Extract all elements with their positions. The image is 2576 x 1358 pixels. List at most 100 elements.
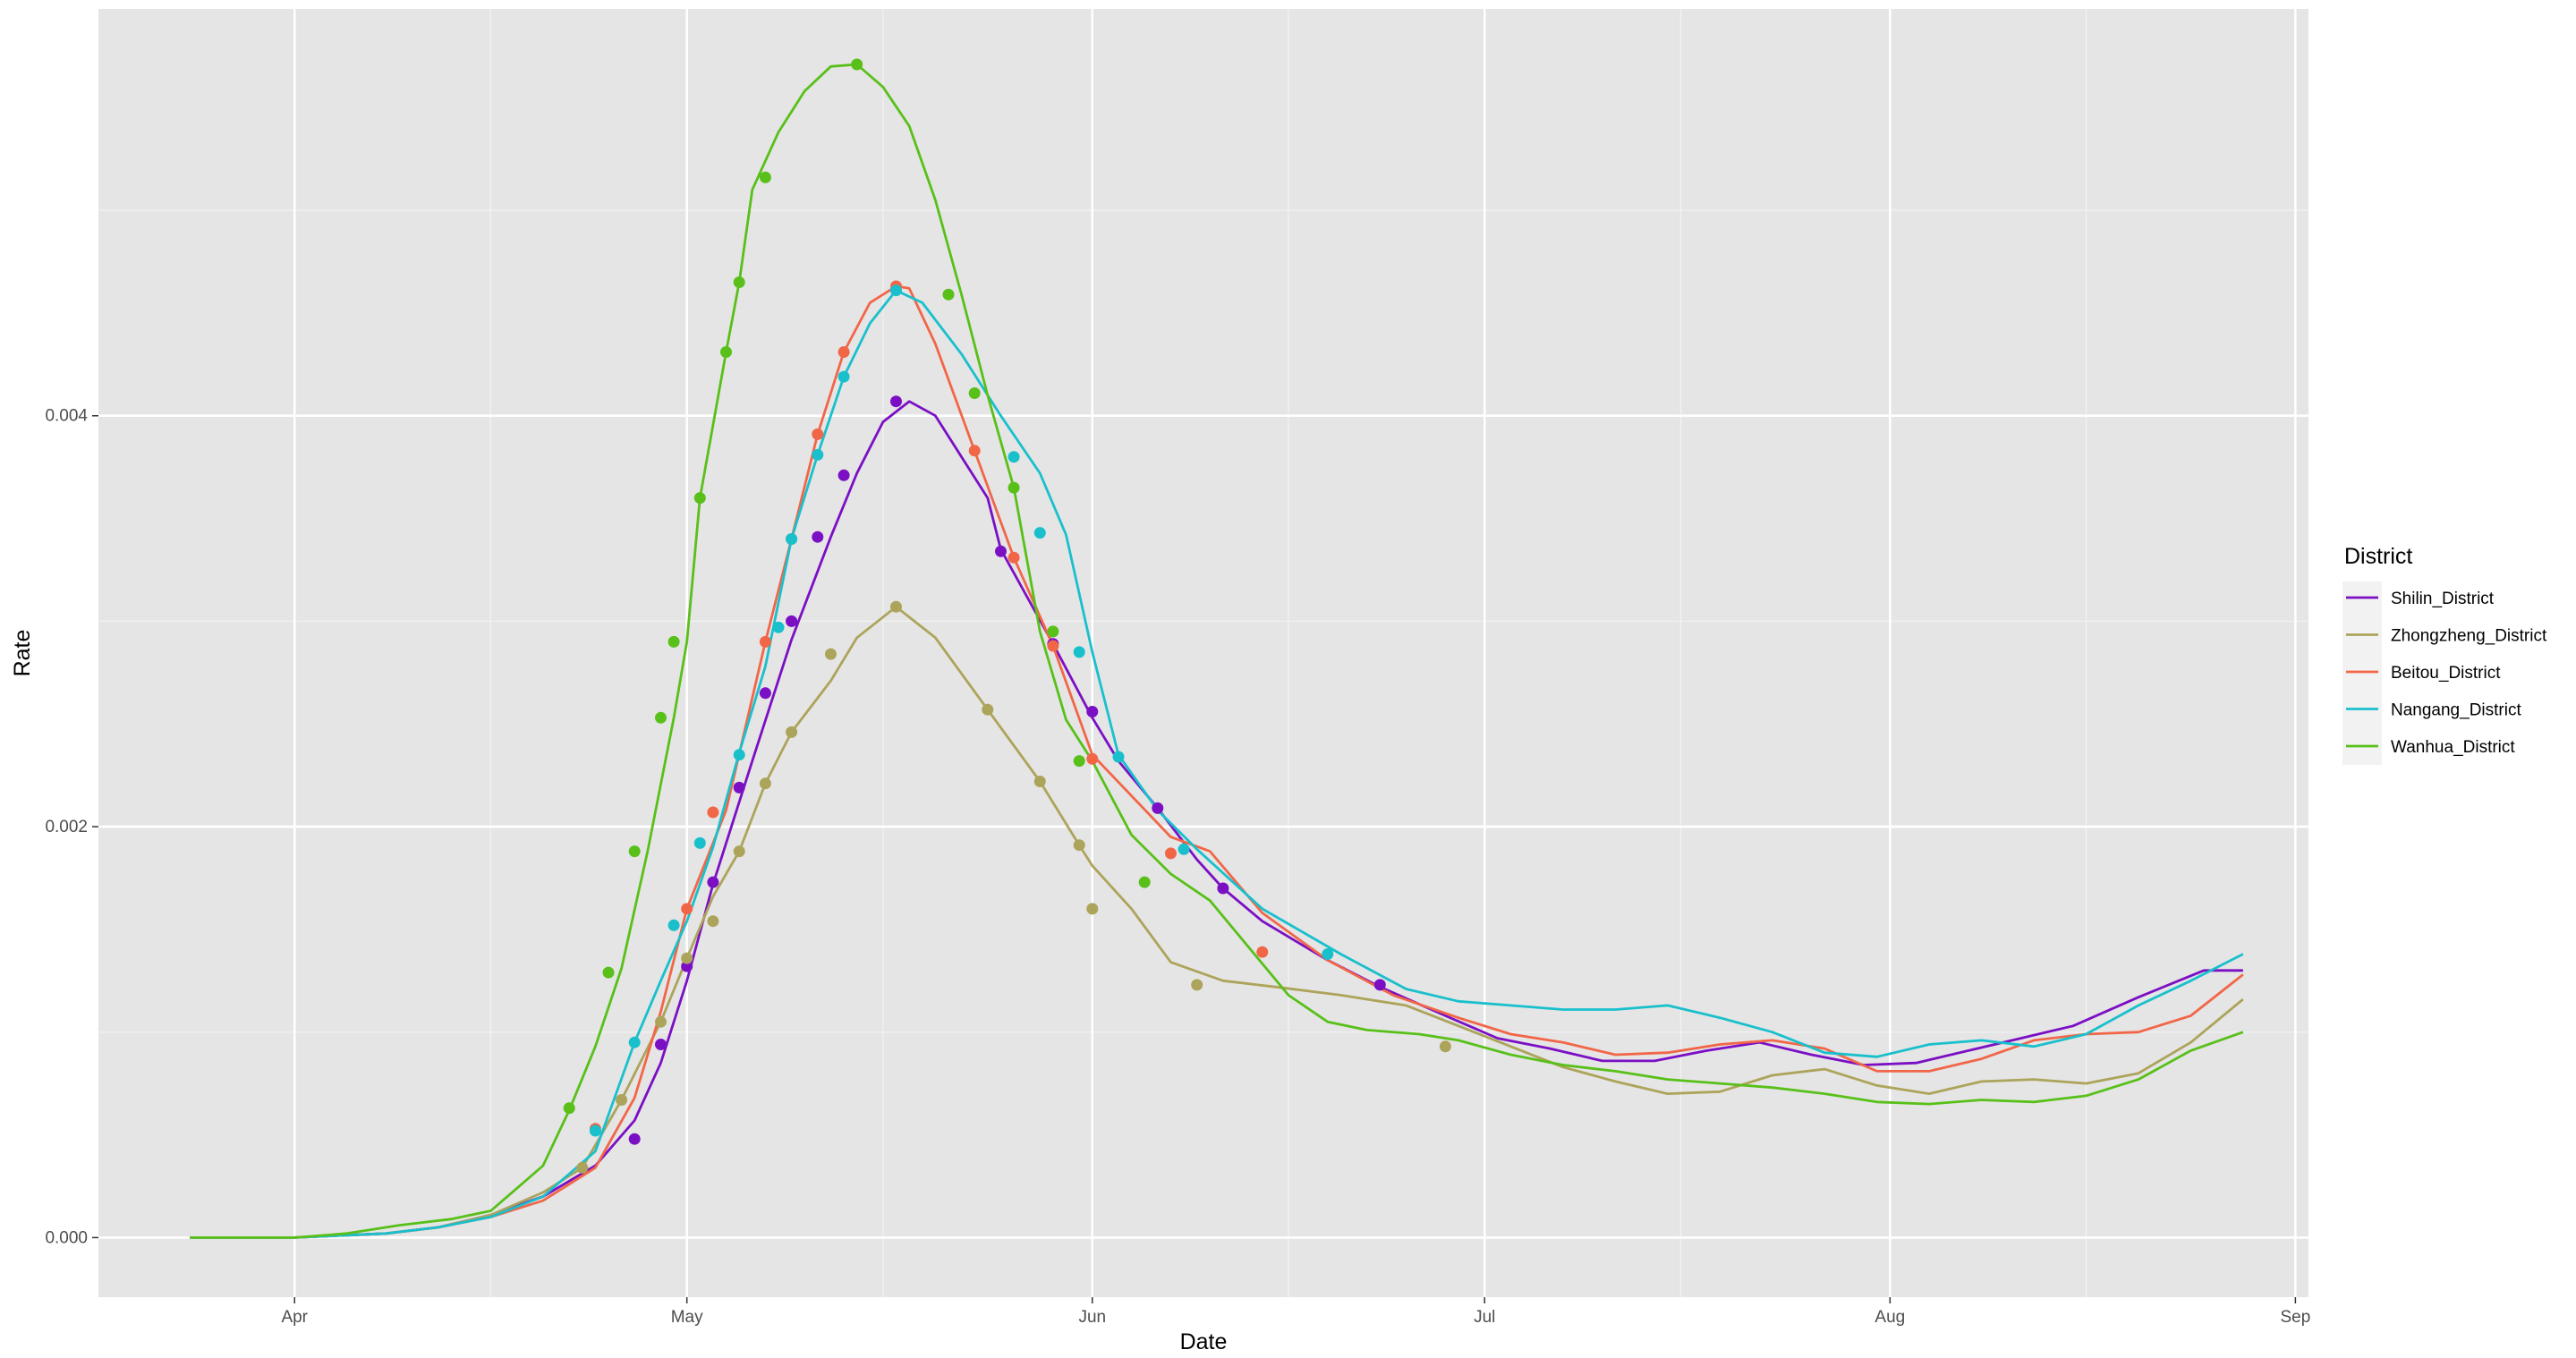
data-point-Nangang_District: [1322, 948, 1334, 960]
series-line-Zhongzheng_District: [190, 605, 2244, 1239]
data-point-Wanhua_District: [693, 492, 706, 505]
legend-label-Zhongzheng_District: Zhongzheng_District: [2391, 627, 2547, 646]
data-point-Shilin_District: [837, 469, 850, 481]
data-point-Zhongzheng_District: [982, 703, 994, 716]
x-tick-label: Jul: [1474, 1308, 1495, 1327]
data-point-Shilin_District: [786, 615, 798, 627]
data-point-Shilin_District: [890, 395, 902, 408]
data-point-Shilin_District: [759, 687, 771, 700]
data-point-Shilin_District: [1152, 802, 1164, 814]
data-point-Nangang_District: [772, 621, 785, 633]
data-point-Zhongzheng_District: [1439, 1040, 1451, 1053]
data-point-Wanhua_District: [968, 387, 981, 399]
data-point-Beitou_District: [681, 903, 693, 915]
data-point-Shilin_District: [628, 1133, 641, 1145]
data-point-Beitou_District: [1256, 946, 1269, 958]
x-tick-label: Apr: [281, 1308, 308, 1327]
data-point-Shilin_District: [707, 876, 719, 888]
y-tick-label: 0.002: [45, 818, 88, 836]
data-point-Wanhua_District: [759, 171, 771, 183]
series-markers: [563, 58, 1451, 1174]
data-point-Nangang_District: [786, 533, 798, 545]
data-point-Zhongzheng_District: [1033, 776, 1046, 787]
data-point-Nangang_District: [1073, 646, 1085, 658]
y-axis-title: Rate: [10, 630, 35, 677]
legend-title: District: [2344, 544, 2412, 569]
data-point-Nangang_District: [589, 1125, 601, 1137]
data-point-Zhongzheng_District: [655, 1015, 667, 1028]
data-point-Shilin_District: [1086, 706, 1099, 717]
data-point-Beitou_District: [1165, 847, 1177, 860]
y-tick-label: 0.000: [45, 1228, 88, 1247]
data-point-Nangang_District: [693, 836, 706, 849]
series-line-Shilin_District: [190, 400, 2243, 1239]
x-axis-title: Date: [1180, 1329, 1228, 1354]
data-point-Zhongzheng_District: [733, 845, 745, 858]
data-point-Wanhua_District: [628, 845, 641, 858]
data-point-Zhongzheng_District: [890, 600, 902, 613]
data-point-Beitou_District: [1086, 752, 1099, 765]
y-tick-label: 0.004: [45, 407, 88, 426]
data-point-Nangang_District: [628, 1036, 641, 1048]
data-point-Zhongzheng_District: [707, 915, 719, 928]
legend-key-background: [2342, 581, 2382, 765]
data-point-Zhongzheng_District: [825, 648, 837, 660]
legend-label-Shilin_District: Shilin_District: [2391, 590, 2495, 608]
data-point-Nangang_District: [733, 749, 745, 761]
data-point-Zhongzheng_District: [759, 777, 771, 790]
data-point-Wanhua_District: [942, 288, 955, 301]
data-point-Wanhua_District: [720, 346, 732, 358]
data-point-Shilin_District: [1217, 882, 1229, 895]
plot-panel: [98, 9, 2308, 1297]
data-point-Nangang_District: [890, 284, 902, 297]
data-point-Wanhua_District: [851, 58, 863, 71]
data-point-Zhongzheng_District: [1073, 839, 1085, 852]
data-point-Beitou_District: [837, 346, 850, 358]
data-point-Wanhua_District: [667, 635, 680, 648]
data-point-Nangang_District: [812, 448, 824, 461]
data-point-Wanhua_District: [563, 1102, 575, 1115]
data-point-Beitou_District: [1047, 640, 1059, 652]
legend: District Shilin_District Zhongzheng_Distr…: [2342, 544, 2547, 765]
data-point-Wanhua_District: [1138, 876, 1151, 888]
data-point-Beitou_District: [759, 635, 771, 648]
data-point-Shilin_District: [1373, 979, 1386, 991]
series-line-Nangang_District: [190, 289, 2244, 1239]
legend-label-Beitou_District: Beitou_District: [2391, 664, 2501, 683]
data-point-Wanhua_District: [1007, 481, 1020, 494]
data-point-Zhongzheng_District: [681, 952, 693, 964]
data-point-Beitou_District: [707, 806, 719, 819]
legend-label-Wanhua_District: Wanhua_District: [2391, 738, 2515, 757]
data-point-Nangang_District: [1033, 527, 1046, 539]
data-point-Zhongzheng_District: [576, 1161, 589, 1174]
data-point-Nangang_District: [837, 370, 850, 383]
data-point-Zhongzheng_District: [1191, 979, 1203, 991]
x-tick-label: May: [671, 1308, 703, 1327]
data-point-Wanhua_District: [1047, 625, 1059, 638]
data-point-Shilin_District: [733, 781, 745, 794]
data-point-Wanhua_District: [1073, 755, 1085, 768]
legend-label-Nangang_District: Nangang_District: [2391, 701, 2521, 720]
data-point-Shilin_District: [995, 545, 1007, 557]
data-point-Wanhua_District: [602, 966, 615, 979]
x-tick-label: Sep: [2280, 1308, 2310, 1327]
data-point-Nangang_District: [1177, 843, 1190, 855]
data-point-Beitou_District: [1007, 551, 1020, 564]
data-point-Zhongzheng_District: [786, 726, 798, 738]
x-tick-label: Aug: [1875, 1308, 1905, 1327]
data-point-Shilin_District: [655, 1039, 667, 1050]
data-point-Nangang_District: [1007, 451, 1020, 463]
data-point-Nangang_District: [667, 919, 680, 931]
data-point-Wanhua_District: [733, 276, 745, 288]
data-point-Shilin_District: [681, 960, 693, 972]
x-tick-label: Jun: [1078, 1308, 1106, 1327]
data-point-Zhongzheng_District: [616, 1094, 628, 1106]
axes: 0.000 0.002 0.004 Apr May Jun Jul Aug Sep: [45, 407, 2310, 1327]
data-point-Zhongzheng_District: [1086, 903, 1099, 915]
data-point-Wanhua_District: [655, 711, 667, 724]
data-point-Beitou_District: [812, 428, 824, 440]
data-point-Shilin_District: [812, 530, 824, 543]
data-point-Beitou_District: [968, 445, 981, 457]
data-point-Nangang_District: [1112, 751, 1125, 763]
